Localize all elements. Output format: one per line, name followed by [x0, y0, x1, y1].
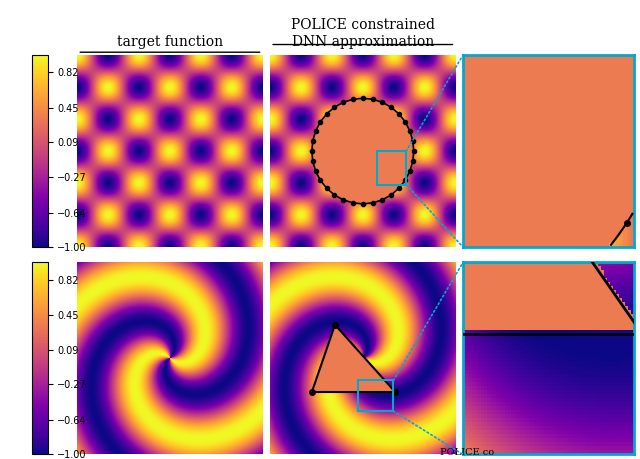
Title: target function: target function [117, 35, 223, 49]
Text: POLICE co: POLICE co [440, 448, 494, 457]
Bar [377, 151, 406, 185]
Title: POLICE constrained
DNN approximation: POLICE constrained DNN approximation [291, 18, 435, 49]
Bar [358, 381, 394, 411]
